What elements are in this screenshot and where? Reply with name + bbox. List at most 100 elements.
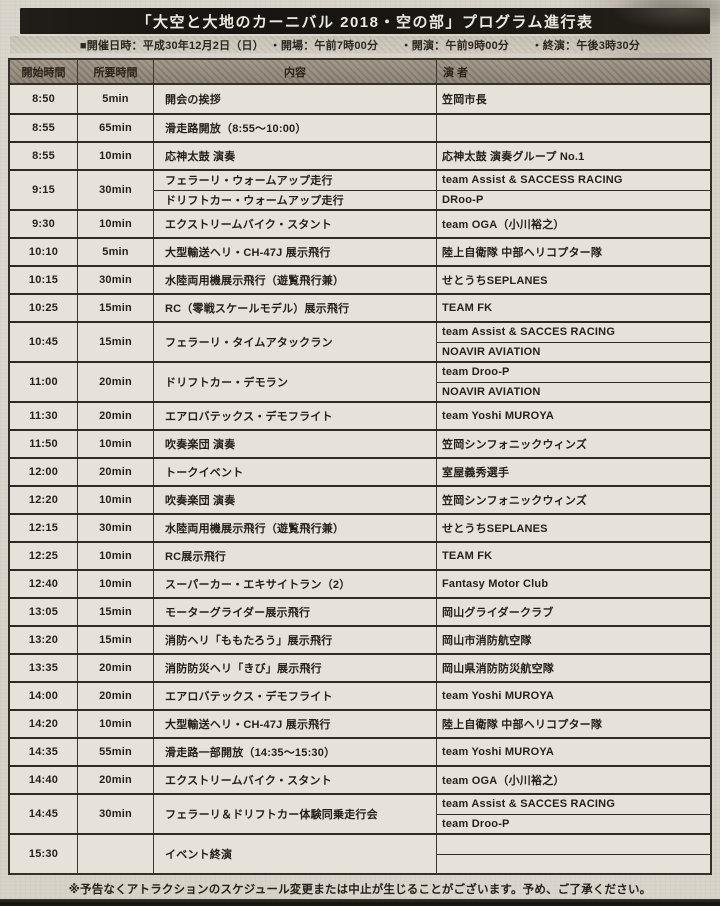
performer-name: team Droo-P	[442, 366, 510, 379]
event-cell: イベント終演	[153, 835, 436, 873]
performer-name: NOAVIR AVIATION	[437, 381, 710, 402]
event-cell: 応神太鼓 演奏	[153, 143, 436, 169]
table-row: 14:45 30min フェラーリ＆ドリフトカー体験同乗走行会 team Assist…	[10, 793, 710, 833]
table-row: 8:55 65min 滑走路開放（8:55～10:00）	[10, 113, 710, 141]
event-cell: 吹奏楽団 演奏	[153, 431, 436, 457]
performer-cell: TEAM FK	[436, 295, 710, 321]
start-time-cell: 10:45	[28, 336, 59, 348]
page-title: 「大空と大地のカーニバル 2018・空の部」プログラム進行表	[20, 8, 710, 34]
performer-name: せとうちSEPLANES	[442, 275, 548, 287]
performer-name: team Yoshi MUROYA	[442, 746, 555, 758]
performer-cell: せとうちSEPLANES	[436, 267, 710, 293]
performer-name: TEAM FK	[442, 550, 493, 562]
performer-cell: team Yoshi MUROYA	[436, 403, 710, 429]
event-cell: 滑走路開放（8:55～10:00）	[153, 115, 436, 141]
performer-cell: TEAM FK	[436, 543, 710, 569]
event-name: 消防防災ヘリ「きび」展示飛行	[165, 663, 322, 675]
event-cell: RC展示飛行	[153, 543, 436, 569]
start-time-cell: 15:30	[28, 848, 59, 860]
start-time-cell: 9:30	[32, 218, 55, 230]
table-row: 9:30 10min エクストリームバイク・スタント team OGA（小川裕之）	[10, 209, 710, 237]
event-cell: エクストリームバイク・スタント	[153, 211, 436, 237]
event-name: RC（零戦スケールモデル）展示飛行	[165, 303, 350, 315]
duration-cell: 30min	[77, 515, 153, 541]
duration-cell: 10min	[77, 431, 153, 457]
performer-cell: 笠岡シンフォニックウィンズ	[436, 431, 710, 457]
scan-edge-bar	[0, 899, 720, 906]
performer-name: team Assist & SACCES RACING	[442, 326, 616, 339]
table-row: 12:20 10min 吹奏楽団 演奏 笠岡シンフォニックウィンズ	[10, 485, 710, 513]
performer-cell: 岡山市消防航空隊	[436, 627, 710, 653]
performer-name: 陸上自衛隊 中部ヘリコプター隊	[442, 247, 603, 259]
performer-cell: team Yoshi MUROYA	[436, 739, 710, 765]
start-time-cell: 14:35	[28, 746, 59, 758]
start-time-cell: 11:30	[29, 410, 58, 422]
table-row: 10:10 5min 大型輸送ヘリ・CH-47J 展示飛行 陸上自衛隊 中部ヘリコプタ…	[10, 237, 710, 265]
disclaimer-note: ※予告なくアトラクションのスケジュール変更または中止が生じることがございます。予…	[68, 884, 652, 896]
event-name: イベント終演	[165, 849, 233, 861]
event-cell: フェラーリ・ウォームアップ走行 ドリフトカー・ウォームアップ走行	[153, 171, 436, 209]
performer-name: team Yoshi MUROYA	[442, 410, 555, 422]
duration-cell: 5min	[77, 239, 153, 265]
table-row: 13:05 15min モーターグライダー展示飛行 岡山グライダークラブ	[10, 597, 710, 625]
event-name: フェラーリ・ウォームアップ走行	[165, 175, 333, 188]
event-name: エアロバテックス・デモフライト	[165, 411, 333, 423]
duration-cell: 10min	[77, 571, 153, 597]
performer-name: 岡山県消防防災航空隊	[442, 663, 554, 675]
performer-cell: team Assist & SACCES RACING team Droo-P	[436, 795, 710, 833]
performer-name: team OGA（小川裕之）	[442, 219, 565, 231]
duration-cell: 10min	[77, 211, 153, 237]
performer-cell: Fantasy Motor Club	[436, 571, 710, 597]
event-cell: RC（零戦スケールモデル）展示飛行	[153, 295, 436, 321]
event-name: フェラーリ・タイムアタックラン	[165, 337, 333, 349]
event-cell: エクストリームバイク・スタント	[153, 767, 436, 793]
duration-cell: 65min	[77, 115, 153, 141]
performer-cell: 笠岡市長	[436, 85, 710, 113]
header-content: 内容	[153, 60, 436, 83]
performer-cell: せとうちSEPLANES	[436, 515, 710, 541]
event-name: 吹奏楽団 演奏	[165, 495, 236, 507]
duration-cell: 10min	[77, 543, 153, 569]
performer-cell: team OGA（小川裕之）	[436, 767, 710, 793]
start-time-cell: 13:05	[28, 606, 59, 618]
table-body: 8:50 5min 開会の挨拶 笠岡市長 8:55 65min 滑走路開放（8:55～10:…	[10, 85, 710, 873]
performer-name: team Assist & SACCESS RACING	[442, 174, 623, 187]
event-name: 滑走路一部開放（14:35～15:30）	[165, 747, 336, 759]
start-time-cell: 14:20	[28, 718, 59, 730]
start-time-cell: 14:40	[28, 774, 59, 786]
table-row: 8:50 5min 開会の挨拶 笠岡市長	[10, 85, 710, 113]
performer-name: team Droo-P	[437, 813, 710, 834]
performer-name: 陸上自衛隊 中部ヘリコプター隊	[442, 719, 603, 731]
start-time-cell: 14:45	[28, 808, 59, 820]
event-cell: フェラーリ・タイムアタックラン	[153, 323, 436, 361]
performer-name: team Assist & SACCES RACING	[442, 798, 616, 811]
duration-cell: 55min	[77, 739, 153, 765]
duration-cell: 30min	[77, 795, 153, 833]
table-row: 12:15 30min 水陸両用機展示飛行（遊覧飛行兼） せとうちSEPLANES	[10, 513, 710, 541]
table-row: 12:40 10min スーパーカー・エキサイトラン（2） Fantasy Motor…	[10, 569, 710, 597]
event-cell: 吹奏楽団 演奏	[153, 487, 436, 513]
table-row: 10:45 15min フェラーリ・タイムアタックラン team Assist & S…	[10, 321, 710, 361]
performer-cell: 応神太鼓 演奏グループ No.1	[436, 143, 710, 169]
start-time-cell: 9:15	[32, 184, 55, 196]
table-row: 10:15 30min 水陸両用機展示飛行（遊覧飛行兼） せとうちSEPLANES	[10, 265, 710, 293]
event-name: 開会の挨拶	[165, 94, 221, 106]
performer-name: 室屋義秀選手	[442, 467, 510, 479]
start-time-cell: 11:00	[29, 376, 58, 388]
performer-name: NOAVIR AVIATION	[437, 341, 710, 362]
start-time-cell: 10:25	[28, 302, 59, 314]
event-cell: 大型輸送ヘリ・CH-47J 展示飛行	[153, 711, 436, 737]
event-name: 大型輸送ヘリ・CH-47J 展示飛行	[165, 719, 331, 731]
header-duration: 所要時間	[77, 60, 153, 83]
event-name: 滑走路開放（8:55～10:00）	[165, 123, 307, 135]
duration-cell: 20min	[77, 363, 153, 401]
performer-name	[437, 835, 710, 854]
event-cell: トークイベント	[153, 459, 436, 485]
start-time-cell: 8:55	[32, 122, 55, 134]
duration-cell: 20min	[77, 403, 153, 429]
performer-name	[437, 853, 710, 874]
event-cell: 開会の挨拶	[153, 85, 436, 113]
table-row: 11:30 20min エアロバテックス・デモフライト team Yoshi MURO…	[10, 401, 710, 429]
performer-name: 岡山市消防航空隊	[442, 635, 532, 647]
